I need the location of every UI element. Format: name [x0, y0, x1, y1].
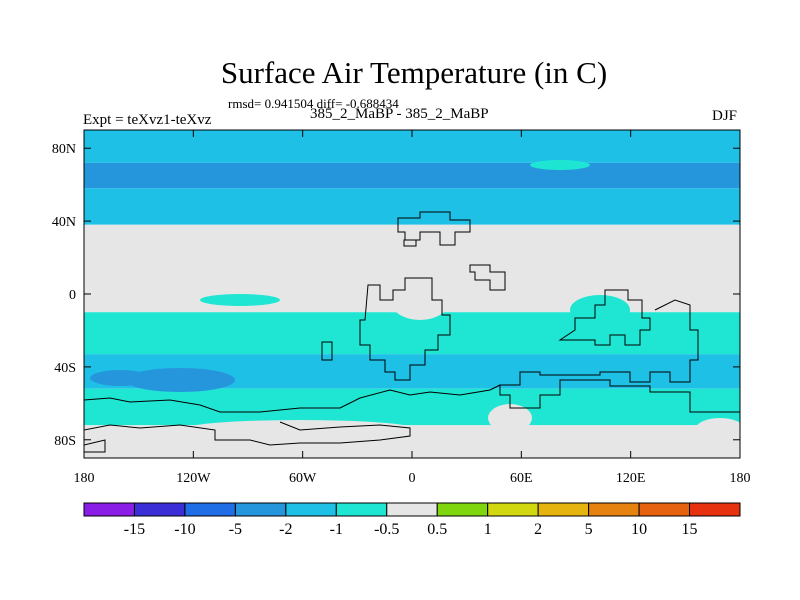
coastline-arabia	[469, 264, 506, 291]
colorbar-label: 2	[534, 521, 542, 538]
y-tick-label: 0	[69, 288, 76, 303]
field-blob	[530, 160, 590, 170]
coastline-australia	[499, 299, 740, 413]
colorbar-box	[436, 502, 489, 517]
stats-line: rmsd= 0.941504 diff= -0.688434	[228, 96, 399, 111]
field-band	[84, 162, 740, 189]
y-tick-label: 80N	[52, 142, 76, 157]
y-tick-label: 40S	[54, 361, 76, 376]
colorbar-box	[184, 502, 236, 517]
coastline-asia-south	[558, 289, 651, 346]
colorbar-box	[234, 502, 287, 517]
x-tick-label: 60W	[289, 471, 317, 486]
colorbar-box	[83, 502, 135, 517]
field-blob	[125, 368, 235, 392]
chart-title: Surface Air Temperature (in C)	[220, 55, 608, 90]
coastlines	[84, 211, 740, 453]
x-tick-label: 120W	[176, 471, 211, 486]
x-tick-label: 0	[409, 471, 416, 486]
coastline-island-a	[403, 239, 417, 247]
y-tick-label: 80S	[54, 434, 76, 449]
experiment-label: Expt = teXvz1-teXvz	[83, 112, 212, 128]
plot-area: 180 120W 60W 0 60E 120E 180 80N 40N 0 40S 80S	[52, 129, 751, 486]
colorbar-label: -2	[279, 521, 292, 538]
field-band	[84, 188, 740, 225]
colorbar-label: -5	[229, 521, 242, 538]
colorbar-box	[537, 502, 590, 517]
field-blob	[570, 295, 630, 325]
colorbar-box	[588, 502, 640, 517]
temperature-field	[84, 130, 740, 458]
coastline-south-america	[321, 341, 333, 361]
runs-label: 385_2_MaBP - 385_2_MaBP	[310, 106, 489, 122]
colorbar-label: -10	[174, 521, 195, 538]
colorbar-box	[487, 502, 539, 517]
colorbar-label: -1	[330, 521, 343, 538]
coastline-ross	[84, 439, 106, 453]
field-blob	[200, 294, 280, 306]
colorbar-label: 15	[682, 521, 698, 538]
field-band	[84, 224, 740, 291]
field-blob	[90, 370, 150, 386]
field-blob	[695, 418, 740, 442]
colorbar-box	[335, 502, 388, 517]
colorbar-label: -0.5	[374, 521, 399, 538]
colorbar-label: 5	[585, 521, 593, 538]
colorbar-label: 10	[631, 521, 647, 538]
coastline-europe	[397, 211, 471, 246]
x-tick-label: 60E	[510, 471, 533, 486]
season-label: DJF	[712, 108, 738, 124]
y-tick-label: 40N	[52, 215, 76, 230]
colorbar-box	[689, 502, 741, 517]
colorbar-box	[133, 502, 186, 517]
x-tick-label: 180	[74, 471, 95, 486]
x-tick-label: 180	[730, 471, 751, 486]
colorbar: -15 -10 -5 -2 -1 -0.5 0.5 1 2 5 10 15	[83, 502, 741, 538]
coastline-africa	[359, 277, 451, 381]
colorbar-label: -15	[124, 521, 145, 538]
colorbar-box	[386, 502, 438, 517]
colorbar-box	[285, 502, 337, 517]
field-blob	[488, 404, 532, 432]
coastline-antarctica	[84, 384, 501, 413]
colorbar-label: 0.5	[427, 521, 447, 538]
x-tick-label: 120E	[616, 471, 646, 486]
colorbar-box	[638, 502, 691, 517]
coastline-antarctica-inner	[84, 421, 411, 446]
axes: 180 120W 60W 0 60E 120E 180 80N 40N 0 40S 80S	[52, 130, 751, 486]
colorbar-label: 1	[484, 521, 492, 538]
